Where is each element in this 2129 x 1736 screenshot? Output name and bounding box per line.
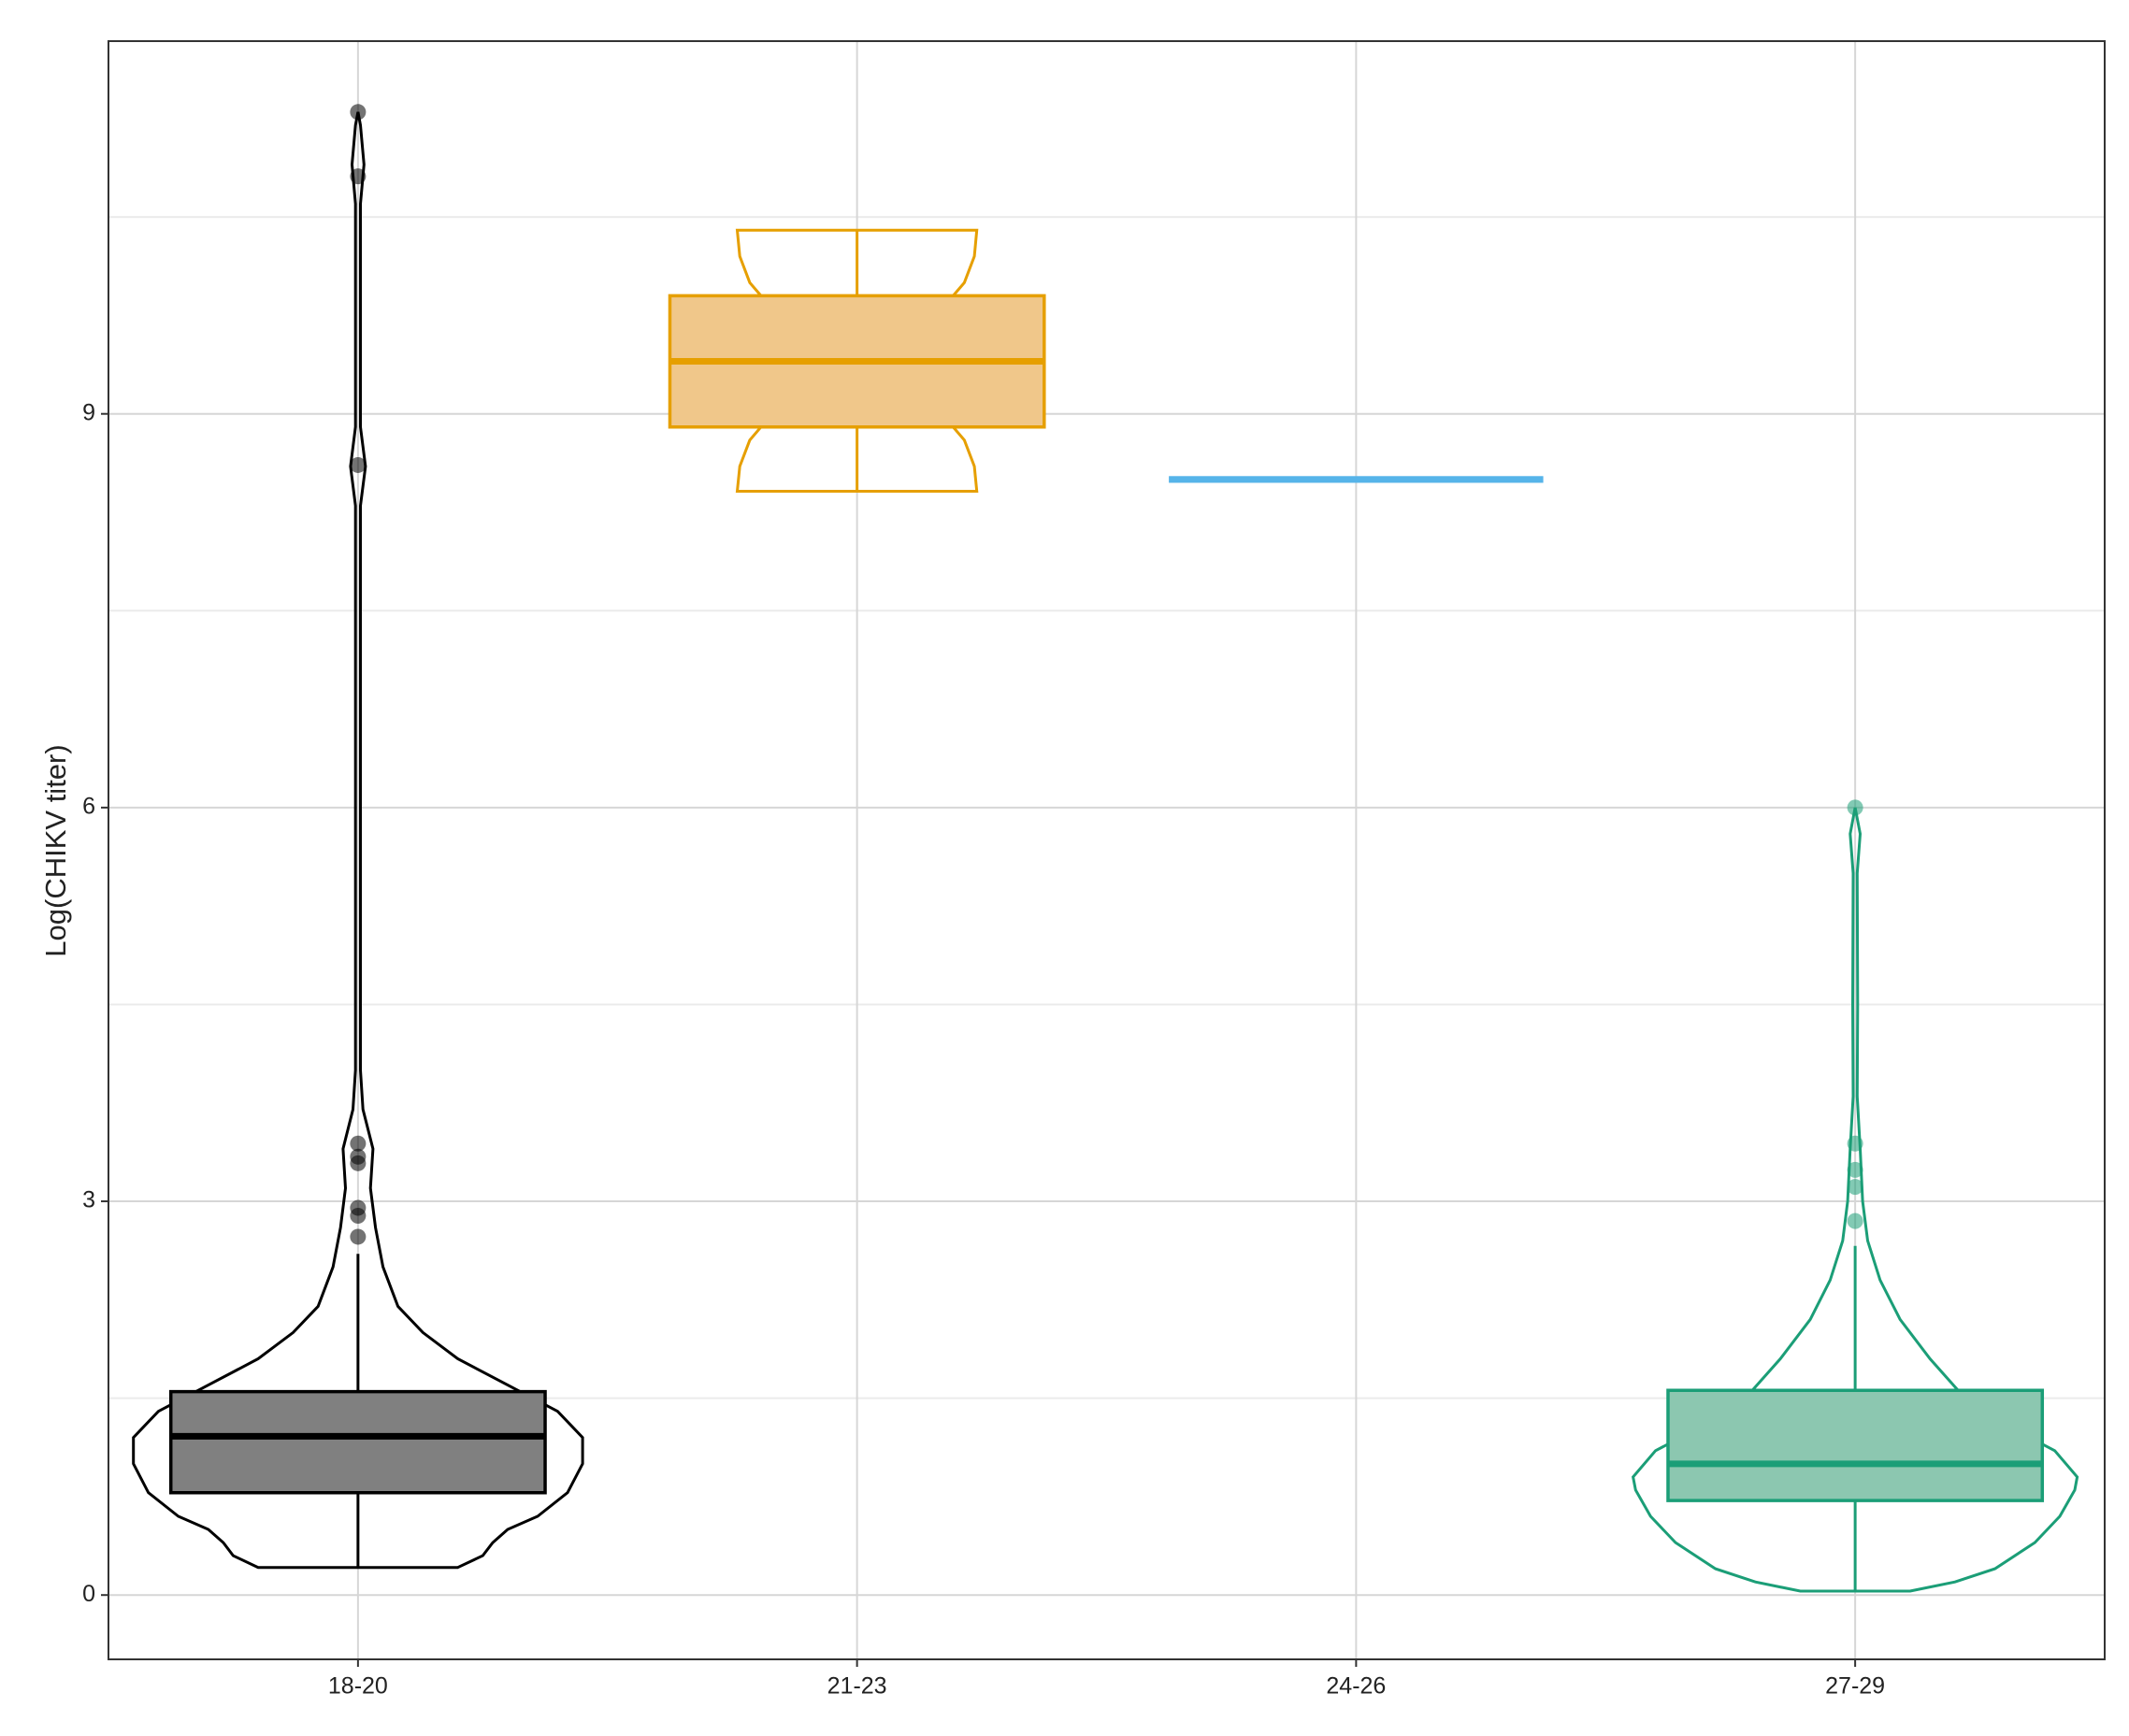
- outlier: [350, 1148, 367, 1165]
- outlier: [350, 1135, 367, 1152]
- x-tick-label: 24-26: [1326, 1673, 1386, 1700]
- y-axis-label: Log(CHIKV titer): [39, 744, 72, 956]
- outlier: [1847, 1212, 1863, 1229]
- outlier: [1847, 1135, 1863, 1152]
- box: [1666, 1388, 2045, 1502]
- outlier: [350, 104, 367, 121]
- y-tick-label: 9: [82, 399, 95, 425]
- box: [168, 1389, 547, 1495]
- y-tick-label: 3: [82, 1187, 95, 1213]
- y-tick-label: 0: [82, 1581, 95, 1607]
- panel-border: [108, 40, 2106, 1660]
- outlier: [1847, 799, 1863, 816]
- outlier: [1847, 1161, 1863, 1178]
- outlier: [350, 1228, 367, 1245]
- y-tick-label: 6: [82, 793, 95, 819]
- outlier: [1847, 1179, 1863, 1196]
- x-tick-label: 27-29: [1825, 1673, 1885, 1700]
- x-tick-label: 21-23: [827, 1673, 887, 1700]
- outlier: [350, 456, 367, 473]
- outlier: [350, 168, 367, 185]
- outlier: [350, 1199, 367, 1216]
- x-tick-label: 18-20: [328, 1673, 388, 1700]
- violin: [1631, 807, 2079, 1593]
